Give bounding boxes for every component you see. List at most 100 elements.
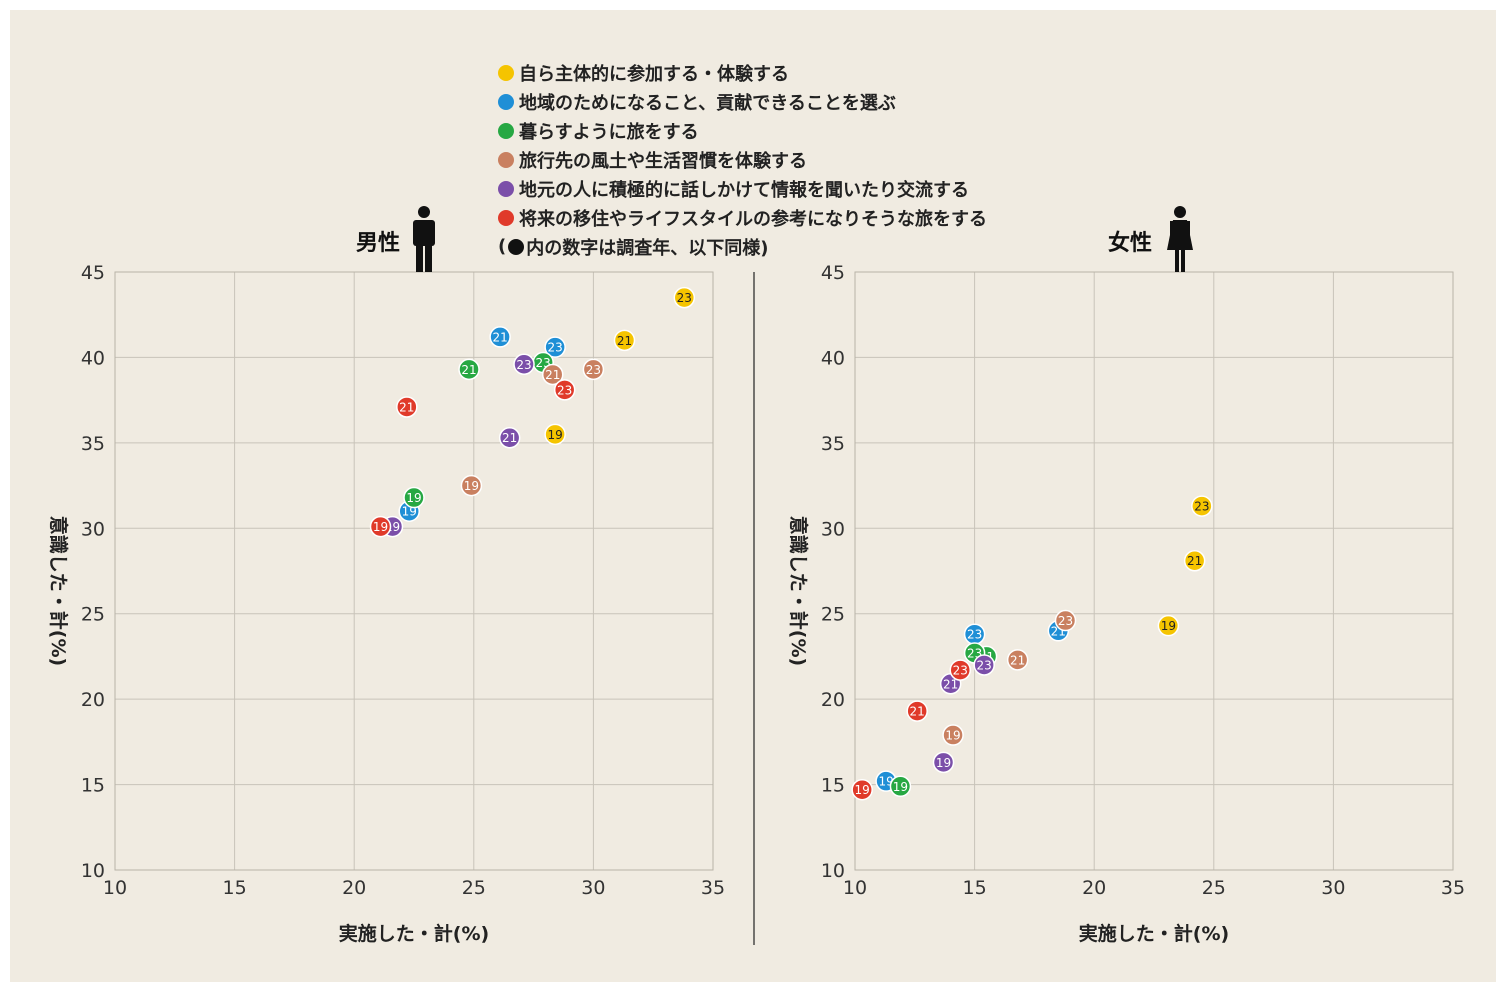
legend-item: 地元の人に積極的に話しかけて情報を聞いたり交流する (498, 174, 987, 203)
data-point: 23 (553, 379, 576, 401)
point-label: 23 (1058, 614, 1073, 628)
point-label: 19 (1161, 619, 1176, 633)
x-tick-label: 10 (103, 877, 127, 899)
point-label: 19 (855, 783, 870, 797)
point-label: 19 (945, 729, 960, 743)
x-tick-label: 20 (1082, 877, 1106, 899)
x-axis-title: 実施した・計(%) (1079, 922, 1229, 945)
point-label: 21 (502, 431, 517, 445)
y-tick-label: 30 (821, 518, 845, 540)
x-tick-label: 15 (223, 877, 247, 899)
scatter-charts: 10 15 20 25 30 35 10 15 20 25 30 35 40 45 実施した・計(%) 意識し… (47, 206, 1465, 945)
point-marker (1006, 649, 1029, 671)
data-point: 19 (889, 775, 912, 798)
point-marker (1183, 549, 1206, 572)
legend: 自ら主体的に参加する・体験する地域のためになること、貢献できることを選ぶ 暮らすよ… (498, 58, 987, 261)
y-tick-label: 25 (81, 604, 105, 626)
female-icon (1167, 206, 1193, 272)
x-tick-label: 25 (462, 877, 486, 899)
legend-note-open: ( (498, 236, 507, 257)
point-label: 21 (492, 330, 507, 344)
point-marker (544, 423, 566, 446)
point-label: 23 (1194, 500, 1209, 514)
legend-swatch (498, 122, 514, 139)
point-label: 19 (893, 780, 908, 794)
point-label: 19 (373, 520, 388, 534)
data-point: 23 (532, 351, 554, 374)
y-tick-label: 40 (81, 347, 105, 369)
x-tick-label: 35 (701, 877, 725, 899)
point-marker (498, 426, 521, 449)
point-label: 23 (557, 383, 572, 397)
data-point: 21 (541, 363, 564, 386)
point-label: 23 (953, 664, 968, 678)
point-marker (513, 353, 535, 376)
data-point: 19 (1157, 614, 1180, 637)
point-label: 21 (1187, 554, 1202, 568)
point-label: 23 (977, 658, 992, 672)
data-point: 21 (613, 329, 636, 352)
point-label: 21 (943, 677, 958, 691)
data-point: 19 (403, 486, 425, 509)
point-marker (949, 659, 971, 681)
x-axis-title: 実施した・計(%) (339, 922, 489, 945)
legend-item: 旅行先の風土や生活習慣を体験する (498, 145, 987, 174)
x-tick-label: 15 (963, 877, 987, 899)
data-point: 23 (1191, 495, 1213, 517)
x-tick-label: 25 (1202, 877, 1226, 899)
point-marker (1157, 614, 1180, 637)
y-tick-label: 15 (821, 775, 845, 797)
x-tick-label: 35 (1441, 877, 1465, 899)
y-axis-title: 意識した・計(%) (787, 516, 810, 666)
point-marker (942, 724, 964, 746)
data-point: 23 (973, 654, 995, 676)
legend-label: 地元の人に積極的に話しかけて情報を聞いたり交流する (519, 179, 969, 201)
plot-frame (854, 271, 1454, 871)
legend-item: 将来の移住やライフスタイルの参考になりそうな旅をする (498, 203, 987, 232)
point-label: 23 (586, 363, 601, 377)
point-marker (973, 654, 995, 676)
point-label: 21 (461, 363, 476, 377)
data-point: 19 (942, 724, 964, 746)
data-point: 21 (1183, 549, 1206, 572)
data-point: 23 (673, 286, 696, 309)
y-tick-label: 35 (81, 433, 105, 455)
point-marker (489, 326, 511, 348)
point-marker (1054, 609, 1077, 632)
data-point: 23 (949, 659, 971, 681)
data-point: 23 (513, 353, 535, 376)
legend-label: 将来の移住やライフスタイルの参考になりそうな旅をする (519, 208, 987, 230)
data-point: 19 (460, 474, 483, 497)
point-marker (851, 778, 873, 801)
legend-label: 地域のためになること、貢献できることを選ぶ (519, 92, 896, 114)
y-tick-label: 25 (821, 604, 845, 626)
data-point: 21 (396, 396, 418, 418)
point-marker (889, 775, 912, 798)
point-label: 19 (464, 479, 479, 493)
data-point: 19 (932, 751, 955, 774)
chart-panel: 10 15 20 25 30 35 10 15 20 25 30 35 40 45 実施した・計(%) 意識し… (787, 206, 1465, 945)
x-tick-label: 20 (342, 877, 366, 899)
x-tick-label: 30 (1321, 877, 1345, 899)
data-point: 23 (582, 358, 605, 381)
data-point: 23 (963, 623, 986, 645)
legend-item: 地域のためになること、貢献できることを選ぶ (498, 87, 987, 116)
y-axis-title: 意識した・計(%) (47, 516, 70, 666)
point-label: 19 (406, 491, 421, 505)
legend-swatch (498, 151, 514, 168)
point-label: 21 (910, 705, 925, 719)
legend-label: 暮らすように旅をする (519, 121, 699, 143)
point-marker (553, 379, 576, 401)
legend-note-text: 内の数字は調査年、以下同様) (526, 237, 769, 259)
panel-title: 男性 (356, 231, 400, 256)
point-marker (582, 358, 605, 381)
chart-figure: 自ら主体的に参加する・体験する地域のためになること、貢献できることを選ぶ 暮らすよ… (10, 10, 1496, 982)
y-tick-label: 20 (81, 689, 105, 711)
legend-swatch (498, 64, 514, 81)
point-label: 21 (545, 368, 560, 382)
point-label: 19 (547, 428, 562, 442)
point-label: 23 (967, 628, 982, 642)
data-point: 19 (369, 515, 392, 538)
data-point: 21 (906, 700, 928, 722)
legend-item: 自ら主体的に参加する・体験する (498, 58, 987, 87)
